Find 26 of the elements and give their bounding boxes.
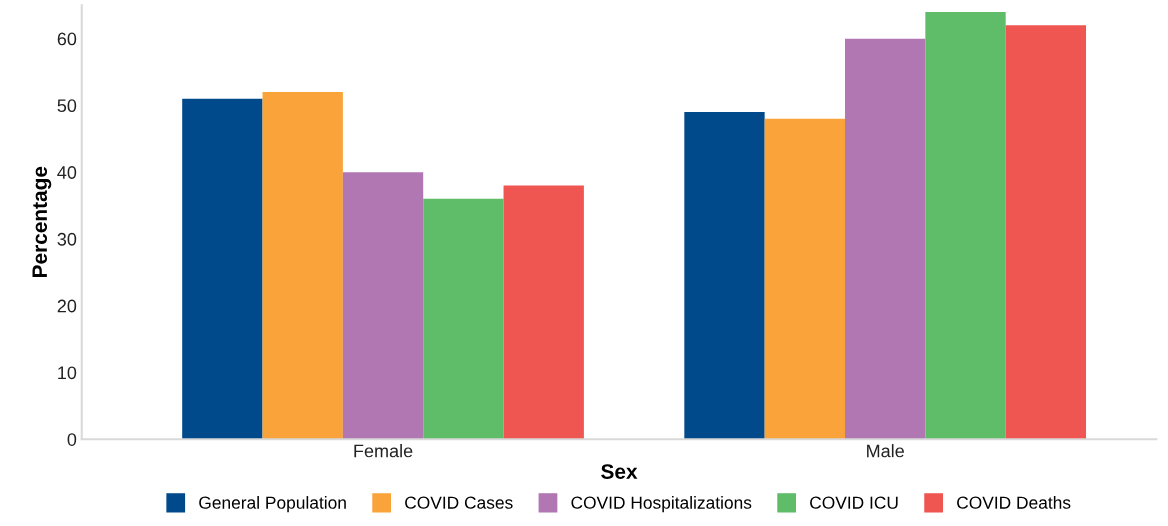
legend-label: COVID Hospitalizations <box>571 496 752 513</box>
bar <box>764 118 845 440</box>
x-tick-label: Male <box>867 444 904 458</box>
y-tick-label: 30 <box>57 232 77 246</box>
bar <box>262 92 343 440</box>
bar <box>342 172 424 440</box>
bar <box>503 185 584 440</box>
y-tick-label: 50 <box>57 99 77 113</box>
bar <box>423 198 504 440</box>
y-tick-label: 0 <box>67 433 77 446</box>
y-axis-title: Percentage <box>32 166 52 277</box>
x-tick-label: Female <box>354 444 413 458</box>
bar <box>684 112 765 440</box>
bar <box>1005 25 1087 440</box>
x-axis-title: Sex <box>601 464 638 479</box>
y-tick-label: 60 <box>57 32 77 46</box>
legend-label: General Population <box>199 496 346 513</box>
y-tick-label: 40 <box>57 166 77 179</box>
bar <box>182 98 263 440</box>
y-tick-label: 10 <box>58 366 77 380</box>
legend-label: COVID Cases <box>405 496 513 509</box>
bar <box>925 11 1006 440</box>
y-tick-label: 20 <box>57 299 77 313</box>
legend-label: COVID Deaths <box>957 496 1071 509</box>
bar <box>845 38 926 440</box>
legend-label: COVID ICU <box>810 496 898 509</box>
